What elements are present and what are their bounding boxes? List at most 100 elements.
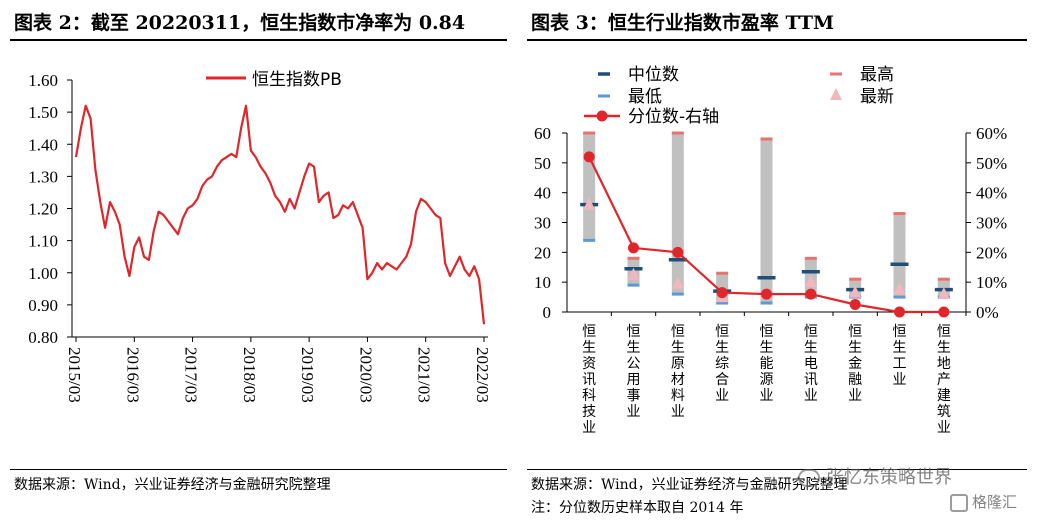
percentile-point xyxy=(849,299,861,311)
category-label-char: 生 xyxy=(715,340,729,356)
category-label-char: 讯 xyxy=(582,372,596,388)
category-label-char: 业 xyxy=(937,420,951,436)
percentile-point xyxy=(894,306,905,318)
x-tick-label: 2022/03 xyxy=(473,347,492,403)
category-label: 恒生工业 xyxy=(893,324,907,388)
category-label-char: 业 xyxy=(893,372,907,388)
right-y-tick-label: 10% xyxy=(976,273,1007,292)
latest-marker xyxy=(627,267,640,280)
y-tick-label: 1.40 xyxy=(28,135,58,154)
category-label-char: 合 xyxy=(715,372,729,388)
left-y-tick-label: 60 xyxy=(534,124,551,143)
category-label-char: 恒 xyxy=(715,324,729,340)
legend-label-latest: 最新 xyxy=(860,87,894,107)
category-label-char: 恒 xyxy=(893,324,907,340)
category-label-char: 资 xyxy=(582,356,596,372)
y-tick-label: 1.10 xyxy=(28,232,58,251)
x-tick-label: 2021/03 xyxy=(415,347,434,403)
left-y-tick-label: 50 xyxy=(534,154,551,173)
y-tick-label: 1.60 xyxy=(28,71,58,90)
y-tick-label: 0.90 xyxy=(28,296,58,315)
category-label-char: 科 xyxy=(582,388,596,404)
category-label-char: 综 xyxy=(715,356,729,372)
range-bar xyxy=(893,213,906,298)
range-bar xyxy=(583,133,596,241)
percentile-point xyxy=(805,288,817,300)
percentile-point xyxy=(761,288,772,300)
y-tick-label: 0.80 xyxy=(28,328,58,347)
category-label-char: 生 xyxy=(893,340,907,356)
category-label-char: 生 xyxy=(804,340,818,356)
y-tick-label: 1.30 xyxy=(28,167,58,186)
left-y-tick-label: 0 xyxy=(543,303,552,322)
category-label-char: 生 xyxy=(848,340,862,356)
category-label-char: 业 xyxy=(804,388,818,404)
category-label-char: 业 xyxy=(715,388,729,404)
category-label: 恒生原材料业 xyxy=(671,324,685,420)
category-label-char: 能 xyxy=(760,356,774,372)
left-y-tick-label: 40 xyxy=(534,184,551,203)
left-y-tick-label: 30 xyxy=(534,214,551,233)
category-label: 恒生公用事业 xyxy=(627,324,641,420)
category-label: 恒生电讯业 xyxy=(804,324,818,404)
right-y-tick-label: 60% xyxy=(976,124,1007,143)
x-tick-label: 2019/03 xyxy=(298,347,317,403)
category-label-char: 业 xyxy=(760,388,774,404)
category-label: 恒生资讯科技业 xyxy=(582,324,596,436)
category-label-char: 公 xyxy=(627,356,641,372)
watermark-wechat: 张忆东策略世界 xyxy=(798,463,952,489)
category-label-char: 生 xyxy=(671,340,685,356)
category-label-char: 恒 xyxy=(804,324,818,340)
range-bar xyxy=(671,133,684,295)
category-label-char: 恒 xyxy=(671,324,685,340)
x-tick-label: 2017/03 xyxy=(182,347,201,403)
latest-marker xyxy=(804,275,817,288)
left-y-tick-label: 20 xyxy=(534,243,551,262)
latest-marker xyxy=(849,285,862,298)
legend-label-pb: 恒生指数PB xyxy=(252,70,342,90)
right-y-tick-label: 20% xyxy=(976,243,1007,262)
latest-marker xyxy=(583,197,596,210)
x-tick-label: 2015/03 xyxy=(65,347,84,403)
category-label-char: 技 xyxy=(582,404,596,420)
category-label-char: 业 xyxy=(848,388,862,404)
legend-swatch-latest xyxy=(830,88,842,100)
category-label: 恒生综合业 xyxy=(715,324,729,404)
category-label-char: 电 xyxy=(804,356,818,372)
latest-marker xyxy=(671,276,684,289)
watermark-brand-text: 格隆汇 xyxy=(972,493,1018,511)
category-label-char: 筑 xyxy=(937,404,951,420)
right-chart-title: 图表 3：恒生行业指数市盈率 TTM xyxy=(531,12,835,34)
legend-label-median: 中位数 xyxy=(628,65,679,85)
left-title-rule xyxy=(10,39,507,41)
legend-label-low: 最低 xyxy=(628,87,662,107)
category-label-char: 业 xyxy=(627,404,641,420)
category-label-char: 材 xyxy=(671,372,685,388)
right-title-rule xyxy=(527,39,1027,41)
x-tick-label: 2016/03 xyxy=(123,347,142,403)
right-source-text: 数据来源：Wind，兴业证券经济与金融研究院整理 xyxy=(531,477,848,493)
category-label-char: 恒 xyxy=(627,324,641,340)
right-y-tick-label: 0% xyxy=(976,303,999,322)
y-tick-label: 1.20 xyxy=(28,200,58,219)
brand-logo-icon xyxy=(950,493,968,512)
right-note-text: 注：分位数历史样本取自 2014 年 xyxy=(531,500,744,516)
category-label-char: 恒 xyxy=(760,324,774,340)
category-label-char: 事 xyxy=(627,388,641,404)
percentile-point xyxy=(583,151,595,163)
category-label-char: 地 xyxy=(937,356,951,372)
category-label-char: 恒 xyxy=(848,324,862,340)
category-label-char: 产 xyxy=(937,372,951,388)
pb-series-line xyxy=(74,104,486,325)
percentile-point xyxy=(672,246,684,258)
category-label-char: 料 xyxy=(671,388,685,404)
latest-marker xyxy=(893,282,906,295)
category-label-char: 生 xyxy=(582,340,596,356)
percentile-point xyxy=(628,242,639,254)
category-label-char: 源 xyxy=(760,372,774,388)
range-bar xyxy=(760,138,773,304)
category-label-char: 原 xyxy=(671,356,685,372)
category-label: 恒生金融业 xyxy=(848,324,862,404)
